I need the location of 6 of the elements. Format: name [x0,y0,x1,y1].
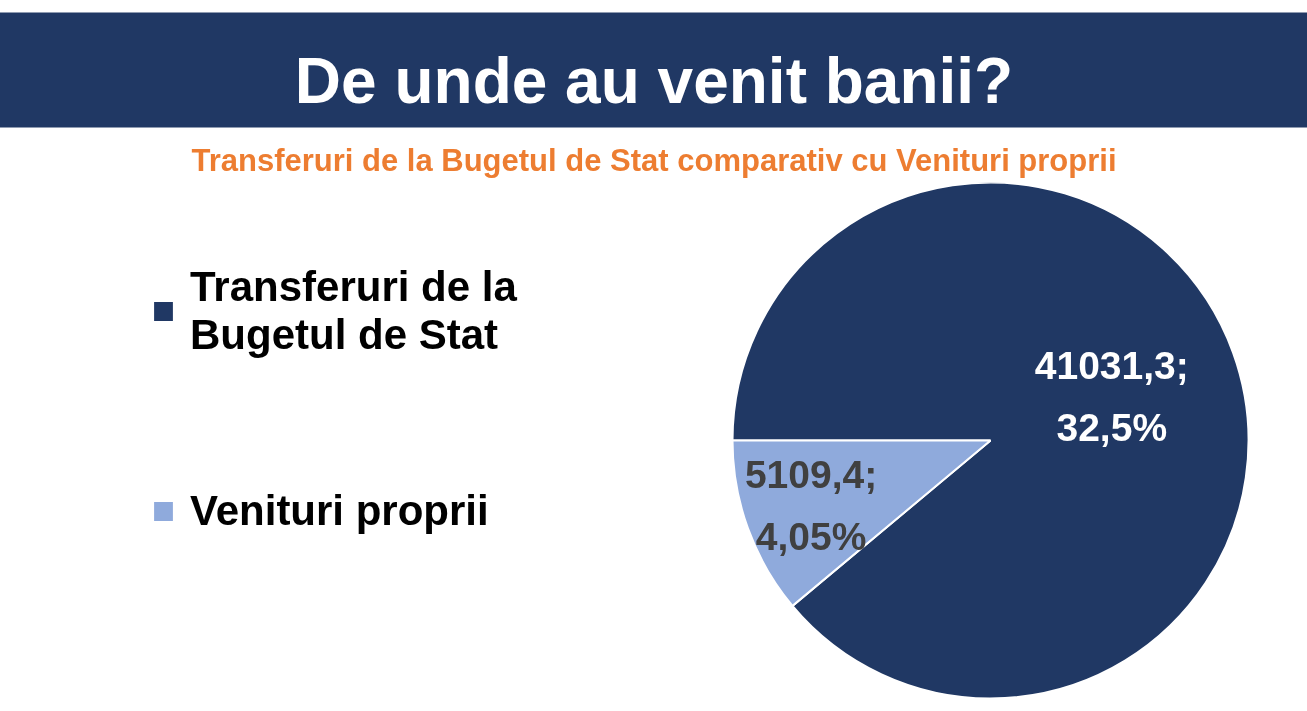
legend-label: Venituri proprii [190,487,489,535]
data-label: 41031,3; 32,5% [1034,343,1189,450]
data-label: 5109,4; 4,05% [744,452,878,559]
chart-subtitle: Transferuri de la Bugetul de Stat comparativ cu Venituri proprii [191,143,1117,178]
chart-title: De unde au venit banii? [294,44,1014,117]
legend-label: Transferuri de la Bugetul de Stat [190,263,517,359]
